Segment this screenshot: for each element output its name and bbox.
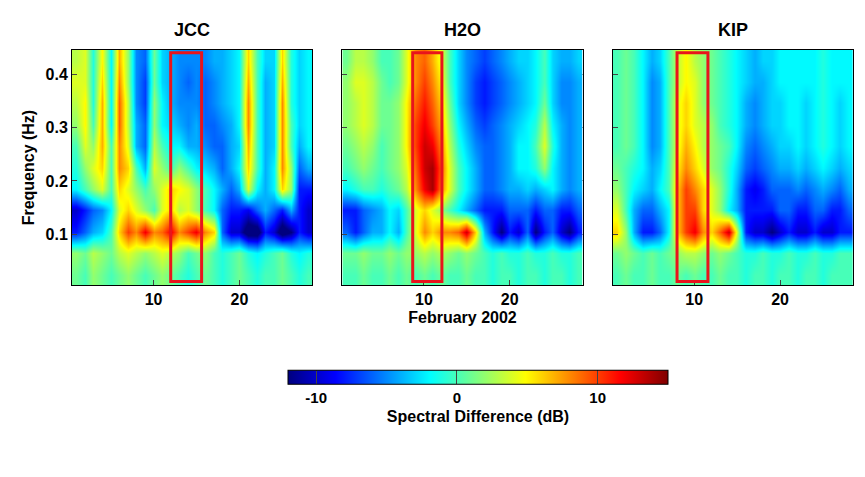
svg-text:10: 10 <box>685 291 703 308</box>
svg-text:10: 10 <box>415 291 433 308</box>
svg-text:20: 20 <box>501 291 519 308</box>
svg-text:JCC: JCC <box>174 20 210 40</box>
svg-text:KIP: KIP <box>718 20 748 40</box>
svg-text:Spectral Difference (dB): Spectral Difference (dB) <box>387 408 569 425</box>
svg-text:20: 20 <box>230 291 248 308</box>
svg-text:0.1: 0.1 <box>46 226 68 243</box>
svg-text:0.3: 0.3 <box>46 119 68 136</box>
svg-text:H2O: H2O <box>444 20 481 40</box>
svg-text:-10: -10 <box>305 389 327 406</box>
svg-text:Frequency (Hz): Frequency (Hz) <box>20 110 37 226</box>
svg-text:10: 10 <box>589 389 606 406</box>
svg-text:0.4: 0.4 <box>46 66 68 83</box>
svg-text:0.2: 0.2 <box>46 173 68 190</box>
svg-text:February 2002: February 2002 <box>408 309 517 326</box>
svg-text:20: 20 <box>771 291 789 308</box>
svg-text:10: 10 <box>145 291 163 308</box>
svg-text:0: 0 <box>453 389 461 406</box>
